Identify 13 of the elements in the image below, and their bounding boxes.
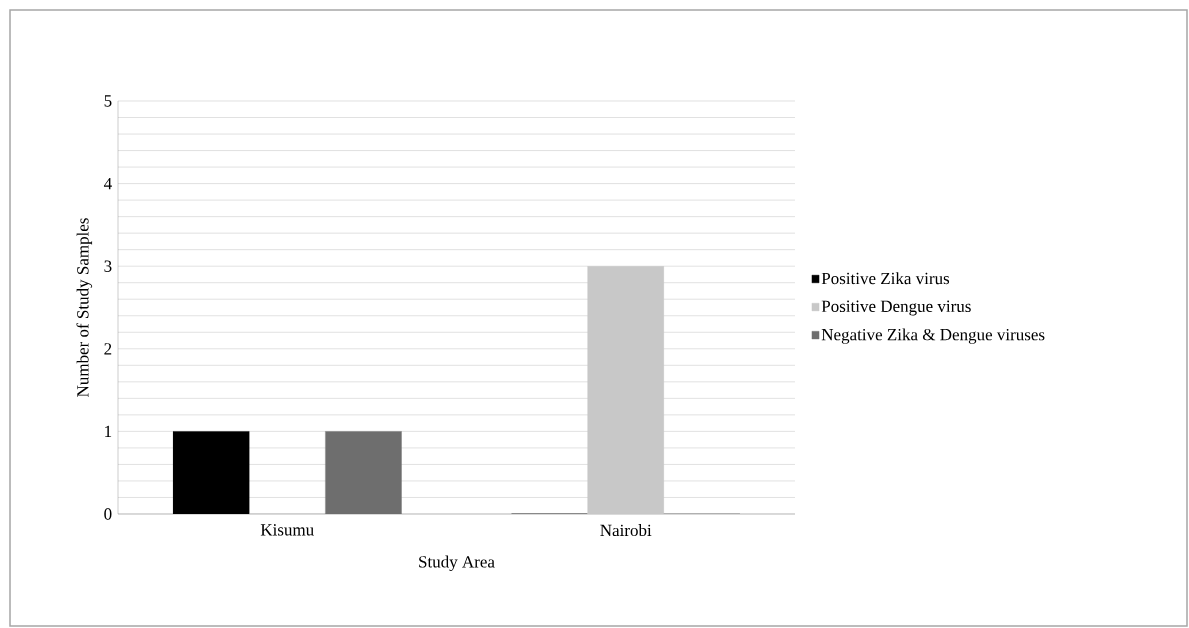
x-tick-label: Nairobi — [600, 524, 652, 537]
legend-label: Positive Zika virus — [821, 272, 950, 285]
y-tick-label: 0 — [104, 508, 112, 520]
y-tick-label: 4 — [103, 178, 112, 190]
y-tick-label: 2 — [104, 343, 112, 355]
y-axis-title: Number of Study Samples — [76, 218, 93, 397]
legend-label: Negative Zika & Dengue viruses — [821, 328, 1045, 344]
x-tick-label: Kisumu — [260, 524, 314, 536]
y-tick-label: 3 — [104, 260, 112, 272]
x-axis-title: Study Area — [419, 555, 495, 572]
y-tick-label: 1 — [105, 425, 112, 437]
y-tick-label: 5 — [104, 95, 112, 107]
legend-label: Positive Dengue virus — [821, 300, 971, 316]
